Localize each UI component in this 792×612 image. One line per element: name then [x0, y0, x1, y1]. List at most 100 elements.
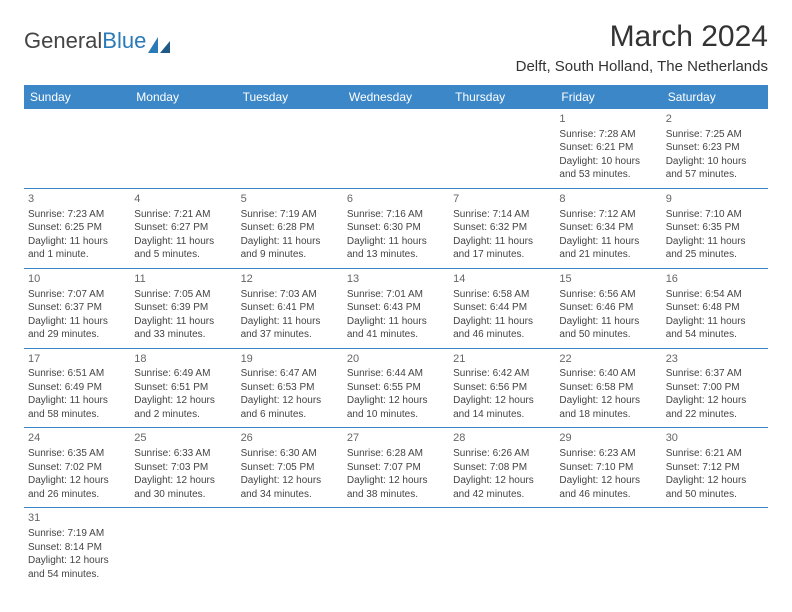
calendar-day-cell: 4Sunrise: 7:21 AMSunset: 6:27 PMDaylight…: [130, 188, 236, 268]
sunset-text: Sunset: 6:21 PM: [559, 141, 657, 155]
daylight-text: Daylight: 11 hours and 25 minutes.: [666, 235, 764, 262]
sunset-text: Sunset: 7:10 PM: [559, 461, 657, 475]
logo: GeneralBlue: [24, 28, 170, 54]
daylight-text: Daylight: 11 hours and 17 minutes.: [453, 235, 551, 262]
sunrise-text: Sunrise: 6:35 AM: [28, 447, 126, 461]
sunrise-text: Sunrise: 7:05 AM: [134, 288, 232, 302]
calendar-day-cell: [130, 508, 236, 587]
header: GeneralBlue March 2024 Delft, South Holl…: [24, 20, 768, 75]
calendar-day-cell: 3Sunrise: 7:23 AMSunset: 6:25 PMDaylight…: [24, 188, 130, 268]
sunset-text: Sunset: 8:14 PM: [28, 541, 126, 555]
sunrise-text: Sunrise: 6:49 AM: [134, 367, 232, 381]
calendar-week-row: 24Sunrise: 6:35 AMSunset: 7:02 PMDayligh…: [24, 428, 768, 508]
calendar-day-cell: 1Sunrise: 7:28 AMSunset: 6:21 PMDaylight…: [555, 109, 661, 188]
calendar-day-cell: 8Sunrise: 7:12 AMSunset: 6:34 PMDaylight…: [555, 188, 661, 268]
sunrise-text: Sunrise: 7:21 AM: [134, 208, 232, 222]
sunrise-text: Sunrise: 6:26 AM: [453, 447, 551, 461]
day-number: 17: [28, 352, 126, 367]
sunset-text: Sunset: 6:58 PM: [559, 381, 657, 395]
sunset-text: Sunset: 6:53 PM: [241, 381, 339, 395]
day-number: 5: [241, 192, 339, 207]
daylight-text: Daylight: 12 hours and 26 minutes.: [28, 474, 126, 501]
day-number: 3: [28, 192, 126, 207]
calendar-day-cell: 23Sunrise: 6:37 AMSunset: 7:00 PMDayligh…: [662, 348, 768, 428]
sunset-text: Sunset: 7:12 PM: [666, 461, 764, 475]
sunrise-text: Sunrise: 7:07 AM: [28, 288, 126, 302]
daylight-text: Daylight: 11 hours and 29 minutes.: [28, 315, 126, 342]
calendar-day-cell: 11Sunrise: 7:05 AMSunset: 6:39 PMDayligh…: [130, 268, 236, 348]
daylight-text: Daylight: 12 hours and 14 minutes.: [453, 394, 551, 421]
title-block: March 2024 Delft, South Holland, The Net…: [516, 20, 768, 75]
sunset-text: Sunset: 6:41 PM: [241, 301, 339, 315]
day-number: 11: [134, 272, 232, 287]
sunset-text: Sunset: 6:39 PM: [134, 301, 232, 315]
sunrise-text: Sunrise: 6:37 AM: [666, 367, 764, 381]
sunrise-text: Sunrise: 6:54 AM: [666, 288, 764, 302]
sunset-text: Sunset: 6:55 PM: [347, 381, 445, 395]
sunrise-text: Sunrise: 6:30 AM: [241, 447, 339, 461]
day-number: 20: [347, 352, 445, 367]
sunrise-text: Sunrise: 6:28 AM: [347, 447, 445, 461]
weekday-header: Thursday: [449, 85, 555, 109]
sunrise-text: Sunrise: 7:03 AM: [241, 288, 339, 302]
calendar-day-cell: [662, 508, 768, 587]
sunset-text: Sunset: 6:25 PM: [28, 221, 126, 235]
sunset-text: Sunset: 6:23 PM: [666, 141, 764, 155]
daylight-text: Daylight: 11 hours and 50 minutes.: [559, 315, 657, 342]
logo-text-1: General: [24, 28, 102, 54]
calendar-day-cell: 27Sunrise: 6:28 AMSunset: 7:07 PMDayligh…: [343, 428, 449, 508]
sunrise-text: Sunrise: 6:58 AM: [453, 288, 551, 302]
day-number: 29: [559, 431, 657, 446]
calendar-day-cell: 21Sunrise: 6:42 AMSunset: 6:56 PMDayligh…: [449, 348, 555, 428]
calendar-day-cell: [237, 508, 343, 587]
day-number: 22: [559, 352, 657, 367]
calendar-day-cell: 14Sunrise: 6:58 AMSunset: 6:44 PMDayligh…: [449, 268, 555, 348]
calendar-day-cell: 12Sunrise: 7:03 AMSunset: 6:41 PMDayligh…: [237, 268, 343, 348]
sunset-text: Sunset: 6:37 PM: [28, 301, 126, 315]
daylight-text: Daylight: 12 hours and 34 minutes.: [241, 474, 339, 501]
sunrise-text: Sunrise: 7:10 AM: [666, 208, 764, 222]
sunrise-text: Sunrise: 6:33 AM: [134, 447, 232, 461]
sunrise-text: Sunrise: 7:14 AM: [453, 208, 551, 222]
sunrise-text: Sunrise: 7:25 AM: [666, 128, 764, 142]
sunrise-text: Sunrise: 6:44 AM: [347, 367, 445, 381]
sunset-text: Sunset: 6:56 PM: [453, 381, 551, 395]
sunrise-text: Sunrise: 7:01 AM: [347, 288, 445, 302]
day-number: 21: [453, 352, 551, 367]
calendar-day-cell: 18Sunrise: 6:49 AMSunset: 6:51 PMDayligh…: [130, 348, 236, 428]
sunset-text: Sunset: 7:02 PM: [28, 461, 126, 475]
calendar-day-cell: 16Sunrise: 6:54 AMSunset: 6:48 PMDayligh…: [662, 268, 768, 348]
daylight-text: Daylight: 12 hours and 18 minutes.: [559, 394, 657, 421]
calendar-day-cell: 17Sunrise: 6:51 AMSunset: 6:49 PMDayligh…: [24, 348, 130, 428]
month-title: March 2024: [516, 20, 768, 54]
calendar-day-cell: [343, 109, 449, 188]
calendar-day-cell: 25Sunrise: 6:33 AMSunset: 7:03 PMDayligh…: [130, 428, 236, 508]
calendar-week-row: 10Sunrise: 7:07 AMSunset: 6:37 PMDayligh…: [24, 268, 768, 348]
sunrise-text: Sunrise: 6:51 AM: [28, 367, 126, 381]
daylight-text: Daylight: 11 hours and 5 minutes.: [134, 235, 232, 262]
calendar-day-cell: 26Sunrise: 6:30 AMSunset: 7:05 PMDayligh…: [237, 428, 343, 508]
day-number: 8: [559, 192, 657, 207]
sunset-text: Sunset: 6:51 PM: [134, 381, 232, 395]
day-number: 18: [134, 352, 232, 367]
sunset-text: Sunset: 7:00 PM: [666, 381, 764, 395]
calendar-day-cell: [343, 508, 449, 587]
day-number: 31: [28, 511, 126, 526]
calendar-day-cell: 6Sunrise: 7:16 AMSunset: 6:30 PMDaylight…: [343, 188, 449, 268]
weekday-header: Monday: [130, 85, 236, 109]
sunrise-text: Sunrise: 6:56 AM: [559, 288, 657, 302]
daylight-text: Daylight: 12 hours and 30 minutes.: [134, 474, 232, 501]
location: Delft, South Holland, The Netherlands: [516, 58, 768, 75]
calendar-day-cell: 13Sunrise: 7:01 AMSunset: 6:43 PMDayligh…: [343, 268, 449, 348]
calendar-day-cell: [555, 508, 661, 587]
day-number: 26: [241, 431, 339, 446]
sunset-text: Sunset: 6:32 PM: [453, 221, 551, 235]
sunset-text: Sunset: 6:46 PM: [559, 301, 657, 315]
daylight-text: Daylight: 12 hours and 6 minutes.: [241, 394, 339, 421]
sunrise-text: Sunrise: 7:23 AM: [28, 208, 126, 222]
day-number: 12: [241, 272, 339, 287]
sunset-text: Sunset: 7:08 PM: [453, 461, 551, 475]
day-number: 25: [134, 431, 232, 446]
sunset-text: Sunset: 7:05 PM: [241, 461, 339, 475]
daylight-text: Daylight: 11 hours and 9 minutes.: [241, 235, 339, 262]
